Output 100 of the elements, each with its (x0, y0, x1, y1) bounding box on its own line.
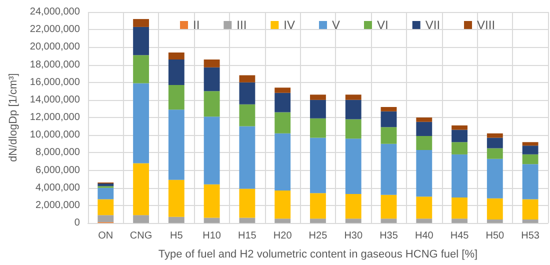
bar (345, 94, 362, 100)
bar (133, 215, 149, 223)
bar (452, 154, 468, 198)
y-tick-label: 6,000,000 (35, 164, 80, 176)
bar (486, 148, 503, 159)
bar (204, 116, 220, 184)
x-tick-label: H45 (450, 230, 470, 242)
bar (168, 84, 184, 110)
x-tick-label: H20 (273, 230, 292, 242)
bar (345, 218, 362, 223)
bar (98, 183, 114, 186)
bar (168, 216, 184, 223)
y-tick-label: 18,000,000 (30, 59, 80, 70)
bar (416, 196, 432, 219)
bar (416, 122, 432, 136)
bar (239, 218, 256, 223)
bar (380, 194, 397, 219)
bar (239, 188, 256, 218)
bar (345, 119, 362, 139)
x-axis-title: Type of fuel and H2 volumetric content in gaseous HCNG fuel [%] (158, 248, 478, 260)
bar (239, 75, 256, 82)
y-tick-label: 2,000,000 (35, 200, 80, 211)
bar (204, 184, 220, 218)
bar (380, 111, 397, 128)
bar (133, 83, 149, 164)
y-tick-label: 16,000,000 (30, 76, 80, 88)
legend-label: V (332, 18, 340, 32)
x-tick-label: H53 (521, 230, 540, 242)
bar (98, 215, 114, 222)
bar (380, 106, 397, 112)
bar (133, 163, 149, 216)
x-tick-label: H15 (238, 230, 257, 242)
bar (486, 133, 503, 138)
bar (98, 188, 114, 200)
bar (239, 104, 256, 126)
bar (452, 218, 468, 223)
bar (310, 193, 326, 219)
bar (310, 100, 326, 118)
bar (452, 130, 468, 142)
bar (310, 118, 326, 138)
bar (486, 219, 503, 223)
y-tick-label: 12,000,000 (30, 112, 80, 123)
bar (239, 126, 256, 189)
bar (133, 19, 149, 27)
bar (416, 136, 432, 150)
bar (452, 142, 468, 154)
bar (274, 190, 291, 219)
bar (380, 144, 397, 195)
bar (204, 91, 220, 117)
legend-label: IV (284, 18, 296, 32)
bar (204, 67, 220, 92)
bar (274, 88, 291, 93)
bar (486, 138, 503, 148)
bar (310, 94, 326, 100)
bar (168, 59, 184, 85)
y-tick-label: 4,000,000 (35, 182, 80, 194)
bar (345, 100, 362, 120)
bar (486, 198, 503, 220)
y-tick-label: 14,000,000 (30, 94, 80, 106)
y-tick-label: 0 (74, 218, 80, 228)
x-tick-label: H25 (308, 230, 328, 242)
legend-label: VII (425, 18, 440, 32)
bar (274, 218, 291, 223)
bar (452, 125, 468, 130)
bar (452, 198, 468, 219)
legend-label: VI (377, 18, 388, 32)
y-tick-label: 8,000,000 (35, 147, 80, 158)
x-tick-label: H30 (344, 230, 363, 242)
bar (486, 158, 503, 198)
bar (168, 110, 184, 180)
bar (345, 138, 362, 194)
bar (274, 92, 291, 112)
bar (380, 127, 397, 144)
bar (274, 112, 291, 134)
bar (239, 82, 256, 104)
x-tick-label: H35 (380, 230, 398, 242)
bar (522, 142, 538, 146)
bar (416, 218, 432, 223)
bar (98, 199, 114, 216)
legend-label: II (193, 18, 200, 32)
bar (380, 218, 397, 223)
y-tick-label: 24,000,000 (30, 6, 80, 18)
y-tick-label: 10,000,000 (30, 130, 80, 141)
x-tick-label: H5 (170, 230, 184, 242)
bar (522, 199, 538, 220)
x-tick-label: CNG (130, 230, 152, 242)
bar (522, 146, 538, 154)
x-tick-label: ON (98, 230, 114, 242)
bar (168, 52, 184, 60)
y-tick-label: 22,000,000 (30, 24, 80, 36)
bar (204, 59, 220, 68)
legend-label: VIII (477, 18, 496, 32)
legend-label: III (236, 18, 247, 32)
x-tick-label: H40 (414, 230, 434, 242)
bar (133, 55, 149, 84)
bar (416, 118, 432, 122)
y-axis-title: dN/dlogDp [1/cm³] (8, 73, 20, 162)
bar (522, 164, 538, 200)
bar (204, 218, 220, 223)
y-tick-label: 20,000,000 (30, 42, 80, 53)
